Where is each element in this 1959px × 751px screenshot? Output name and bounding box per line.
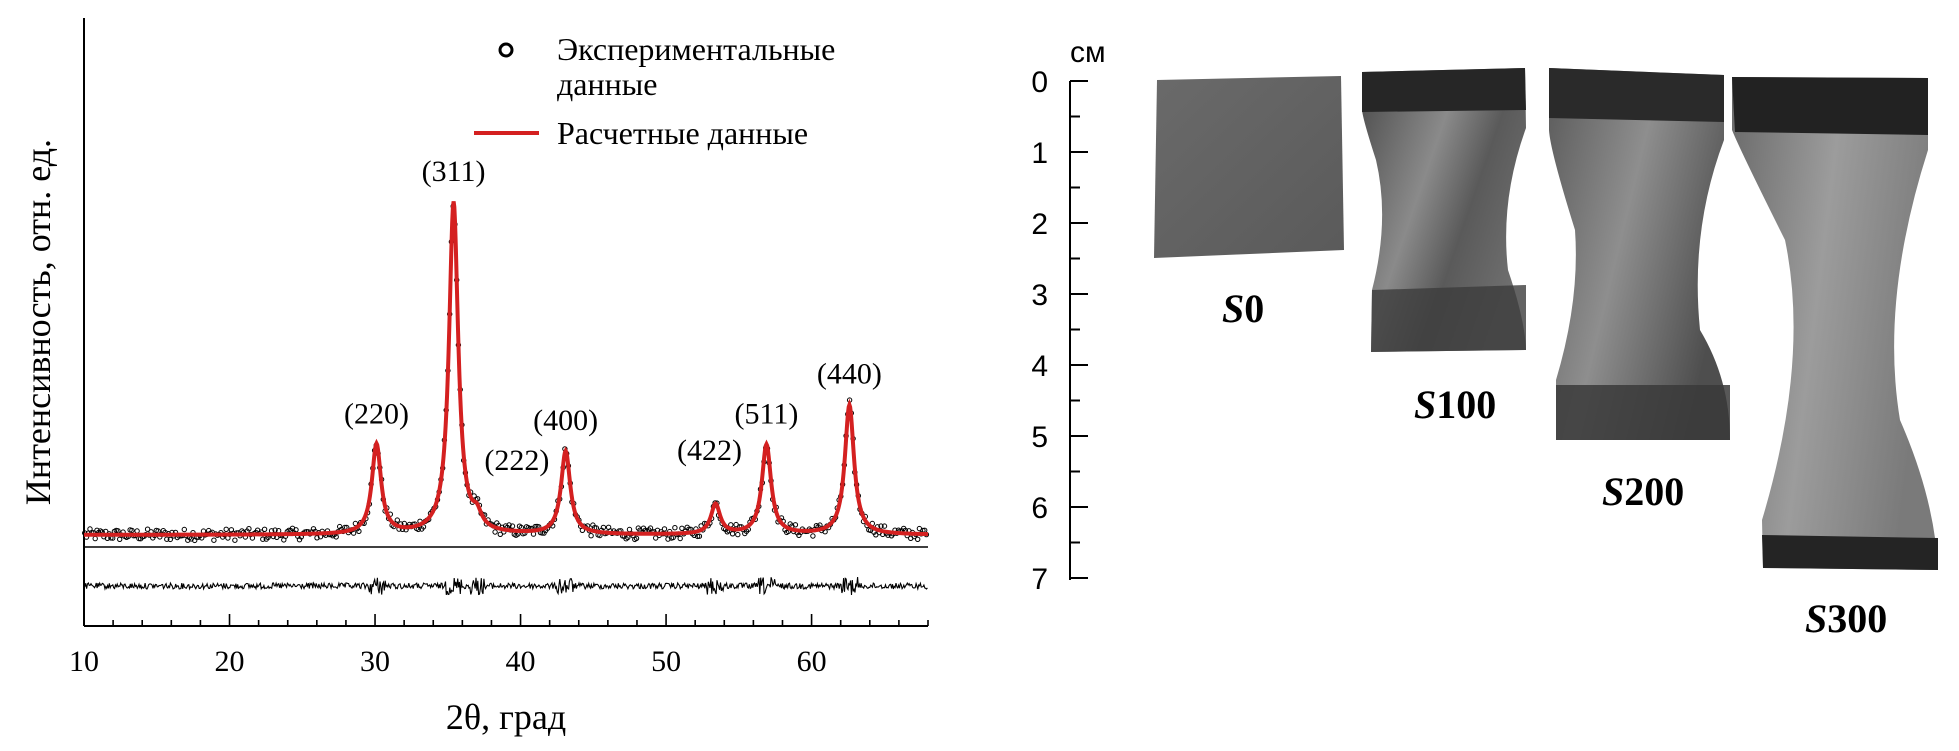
experimental-point <box>653 535 659 541</box>
experimental-point <box>232 537 238 543</box>
experimental-point <box>588 533 594 539</box>
legend-label-calculated: Расчетные данные <box>557 115 808 151</box>
experimental-point <box>394 517 400 523</box>
experimental-point <box>144 526 151 532</box>
y-axis-title: Интенсивность, отн. ед. <box>18 139 58 505</box>
legend-marker-experimental <box>498 42 514 58</box>
experimental-point <box>260 536 266 542</box>
ruler-ticks <box>1070 80 1088 579</box>
experimental-point <box>134 528 140 534</box>
peak-labels: (220) (311) (222) (400) (422) (511) (440) <box>344 155 882 477</box>
ruler-tick-labels: 0 1 2 3 4 5 6 7 <box>1031 66 1048 596</box>
sample-label-s200: S200 <box>1602 469 1684 514</box>
experimental-point <box>810 533 816 539</box>
x-tick-label: 20 <box>215 645 245 678</box>
ruler-tick-label: 5 <box>1031 421 1048 454</box>
ruler-tick-label: 2 <box>1031 208 1048 241</box>
experimental-point <box>261 526 268 532</box>
experimental-point <box>129 527 135 534</box>
experimental-point <box>246 526 252 532</box>
cm-ruler: см 0 1 2 3 4 5 6 7 <box>1031 36 1105 596</box>
experimental-point <box>735 531 741 538</box>
legend: Экспериментальные данные Расчетные данны… <box>474 31 835 151</box>
peak-label: (511) <box>735 397 799 430</box>
ruler-tick-label: 6 <box>1031 492 1048 525</box>
peak-label: (222) <box>484 444 549 477</box>
peak-label: (440) <box>817 357 882 390</box>
experimental-point <box>915 536 921 542</box>
ruler-tick-label: 3 <box>1031 279 1048 312</box>
experimental-point <box>497 531 503 537</box>
experimental-point <box>167 536 174 543</box>
experimental-point <box>677 535 683 542</box>
sample-label-s100: S100 <box>1414 382 1496 427</box>
legend-label-experimental-line2: данные <box>557 66 657 102</box>
x-tick-label: 10 <box>69 645 99 678</box>
ruler-tick-label: 7 <box>1031 563 1048 596</box>
experimental-point <box>881 523 888 529</box>
peak-label: (220) <box>344 397 409 430</box>
x-axis-tick-labels: 10 20 30 40 50 60 <box>69 645 827 678</box>
sample-s0-photo <box>1154 76 1344 258</box>
experimental-point <box>181 526 188 533</box>
experimental-point <box>333 534 339 540</box>
experimental-point <box>211 537 217 543</box>
series-calculated-line <box>84 201 929 537</box>
x-axis-title: 2θ, град <box>446 697 566 737</box>
peak-label: (422) <box>677 434 742 467</box>
experimental-point <box>509 523 516 529</box>
experimental-point <box>672 525 678 531</box>
ruler-tick-label: 0 <box>1031 66 1048 99</box>
sample-s300-photo <box>1732 77 1938 570</box>
experimental-point <box>492 529 498 535</box>
legend-label-experimental-line1: Экспериментальные <box>557 31 835 67</box>
experimental-point <box>792 522 799 528</box>
sample-s200-photo <box>1549 68 1730 440</box>
experimental-point <box>356 528 362 534</box>
experimental-point <box>665 536 671 542</box>
sample-photos-panel: см 0 1 2 3 4 5 6 7 S0 <box>1031 36 1938 641</box>
series-experimental-points <box>82 203 930 544</box>
sample-s100-photo <box>1362 68 1526 352</box>
experimental-point <box>314 535 320 541</box>
experimental-point <box>633 535 640 541</box>
experimental-point <box>293 527 299 533</box>
peak-label: (311) <box>422 155 486 188</box>
experimental-point <box>817 522 823 528</box>
ruler-tick-label: 1 <box>1031 137 1048 170</box>
sample-label-s300: S300 <box>1805 596 1887 641</box>
x-tick-label: 50 <box>651 645 681 678</box>
ruler-unit-label: см <box>1070 36 1106 69</box>
x-tick-label: 40 <box>506 645 536 678</box>
experimental-point <box>696 533 703 539</box>
xrd-chart: 10 20 30 40 50 60 (220) (311) (222) (400) (422) (5… <box>18 18 930 737</box>
experimental-point <box>92 535 98 542</box>
x-tick-label: 60 <box>797 645 827 678</box>
sample-label-s0: S0 <box>1222 286 1264 331</box>
experimental-point <box>223 526 229 532</box>
experimental-point <box>679 525 685 531</box>
experimental-point <box>661 526 668 532</box>
ruler-tick-label: 4 <box>1031 350 1048 383</box>
experimental-point <box>506 522 512 528</box>
experimental-point <box>878 523 884 529</box>
x-axis-ticks <box>83 614 929 626</box>
peak-label: (400) <box>533 404 598 437</box>
difference-curve <box>83 576 928 596</box>
x-tick-label: 30 <box>360 645 390 678</box>
experimental-point <box>600 524 607 531</box>
experimental-point <box>164 536 170 542</box>
